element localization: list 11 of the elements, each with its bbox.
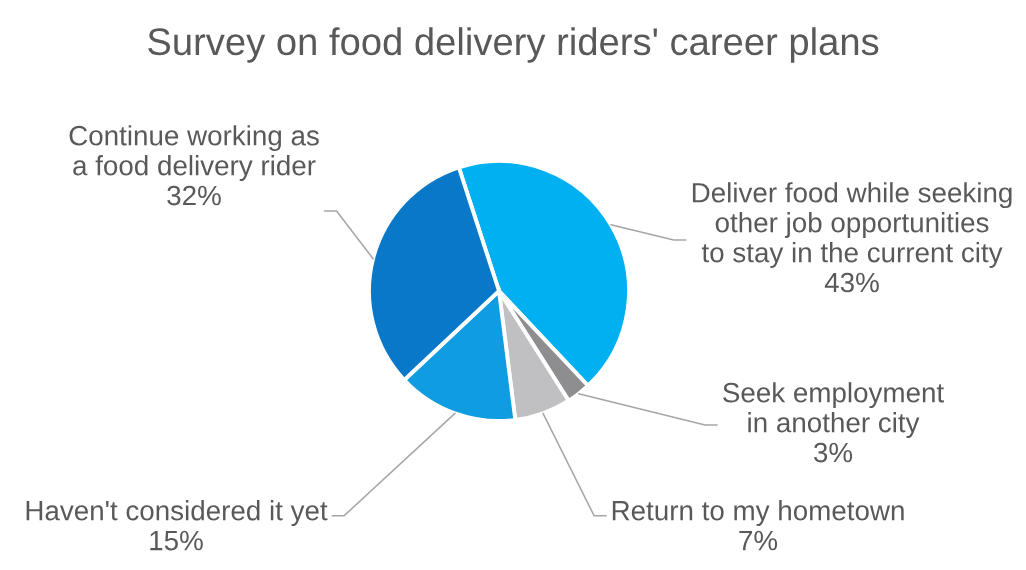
data-label: 7% [739, 530, 778, 551]
slice-label: Deliver food while seeking other job opportunities to stay in the current city [692, 182, 1012, 268]
data-label: 3% [813, 442, 853, 463]
slice-label: Seek employment in another city [723, 382, 944, 438]
data-label: 15% [150, 530, 203, 551]
chart-title: Survey on food delivery riders' career plans [148, 27, 879, 63]
data-label: 32% [167, 185, 221, 206]
data-label: 43% [824, 272, 879, 293]
slice-label: Continue working as a food delivery rider [69, 125, 319, 181]
slice-label: Haven't considered it yet [26, 500, 328, 526]
slice-label: Return to my hometown [612, 500, 904, 526]
